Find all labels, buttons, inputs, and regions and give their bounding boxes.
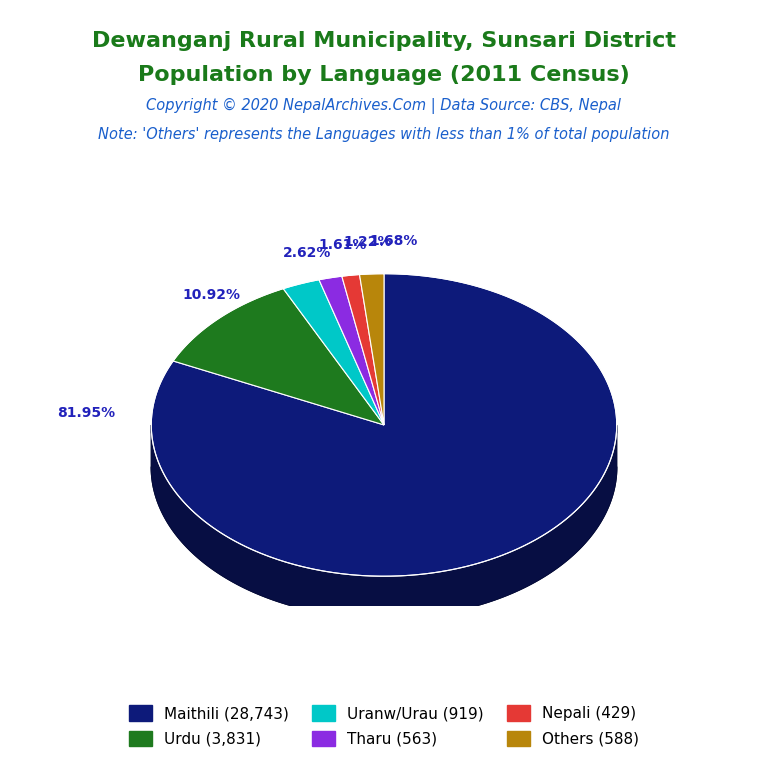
Text: 2.62%: 2.62% bbox=[283, 246, 331, 260]
Text: Population by Language (2011 Census): Population by Language (2011 Census) bbox=[138, 65, 630, 85]
Polygon shape bbox=[173, 289, 384, 425]
Polygon shape bbox=[151, 467, 617, 618]
Polygon shape bbox=[283, 280, 384, 425]
Text: 1.61%: 1.61% bbox=[319, 238, 367, 253]
Text: 1.22%: 1.22% bbox=[343, 235, 392, 250]
Text: Copyright © 2020 NepalArchives.Com | Data Source: CBS, Nepal: Copyright © 2020 NepalArchives.Com | Dat… bbox=[147, 98, 621, 114]
Text: 81.95%: 81.95% bbox=[57, 406, 115, 420]
Text: 1.68%: 1.68% bbox=[369, 233, 418, 247]
Polygon shape bbox=[359, 273, 384, 425]
Text: Dewanganj Rural Municipality, Sunsari District: Dewanganj Rural Municipality, Sunsari Di… bbox=[92, 31, 676, 51]
Polygon shape bbox=[342, 274, 384, 425]
Polygon shape bbox=[151, 425, 617, 618]
Polygon shape bbox=[319, 276, 384, 425]
Polygon shape bbox=[151, 273, 617, 576]
Text: Note: 'Others' represents the Languages with less than 1% of total population: Note: 'Others' represents the Languages … bbox=[98, 127, 670, 142]
Text: 10.92%: 10.92% bbox=[182, 288, 240, 302]
Polygon shape bbox=[151, 426, 617, 618]
Legend: Maithili (28,743), Urdu (3,831), Uranw/Urau (919), Tharu (563), Nepali (429), Ot: Maithili (28,743), Urdu (3,831), Uranw/U… bbox=[123, 700, 645, 753]
